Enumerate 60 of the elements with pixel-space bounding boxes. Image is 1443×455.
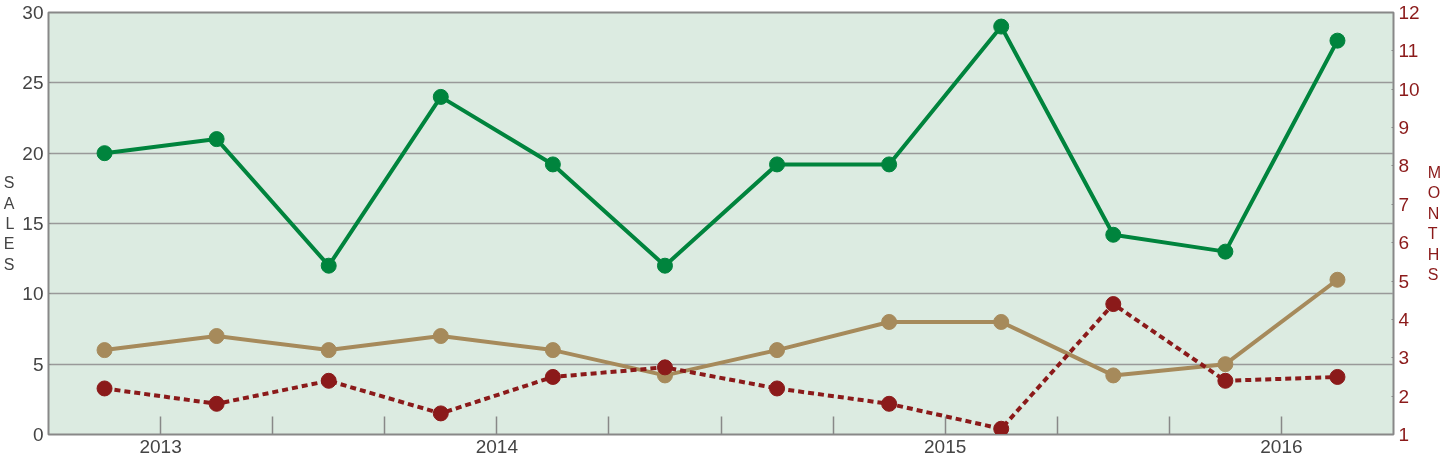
point: [881, 156, 898, 173]
point: [208, 131, 225, 148]
point: [544, 156, 561, 173]
point: [320, 342, 337, 359]
point: [881, 313, 898, 330]
point: [881, 395, 898, 412]
point: [769, 342, 786, 359]
y2-tick-label: 3: [1398, 347, 1410, 369]
point: [993, 18, 1010, 35]
y-tick-label: 10: [22, 283, 44, 305]
y2-tick-label: 7: [1398, 193, 1410, 215]
point: [432, 405, 449, 422]
point: [1217, 356, 1234, 373]
y2-tick-label: 10: [1398, 78, 1420, 100]
y2-tick-label: 6: [1398, 232, 1410, 254]
point: [1217, 372, 1234, 389]
point: [544, 342, 561, 359]
y-axis-title: SALES: [3, 174, 15, 273]
point: [1217, 243, 1234, 260]
point: [993, 313, 1010, 330]
y2-tick-label: 4: [1398, 308, 1410, 330]
y-tick-label: 20: [22, 142, 44, 164]
point: [96, 145, 113, 162]
point: [96, 380, 113, 397]
point: [769, 156, 786, 173]
point: [96, 342, 113, 359]
y2-tick-label: 11: [1398, 40, 1419, 62]
y2-tick-label: 8: [1398, 155, 1410, 177]
point: [993, 420, 1010, 435]
point: [1329, 368, 1346, 385]
point: [320, 372, 337, 389]
y-tick-label: 25: [22, 72, 44, 94]
point: [208, 395, 225, 412]
point: [544, 368, 561, 385]
point: [1105, 226, 1122, 243]
y-tick-label: 30: [22, 2, 44, 23]
point: [208, 328, 225, 345]
point: [1329, 271, 1346, 288]
text: 2014: [475, 435, 519, 455]
text: 2013: [139, 435, 182, 455]
point: [656, 359, 673, 376]
point: [1329, 32, 1346, 49]
y-tick-label: 5: [32, 353, 44, 375]
point: [432, 328, 449, 345]
point: [320, 257, 337, 274]
point: [656, 257, 673, 274]
y2-tick-label: 12: [1398, 2, 1420, 23]
point: [1105, 296, 1122, 313]
y2-axis-title: MONTHS: [1427, 164, 1441, 283]
point: [1105, 367, 1122, 384]
text: 2016: [1260, 435, 1303, 455]
text: 2015: [924, 435, 967, 455]
y2-tick-label: 1: [1398, 424, 1410, 445]
y2-tick-label: 5: [1398, 270, 1410, 292]
y-tick-label: 15: [22, 213, 44, 234]
y2-tick-label: 9: [1398, 117, 1410, 139]
y-tick-label: 0: [32, 424, 44, 445]
point: [432, 88, 449, 105]
point: [769, 380, 786, 397]
y2-tick-label: 2: [1398, 385, 1410, 407]
